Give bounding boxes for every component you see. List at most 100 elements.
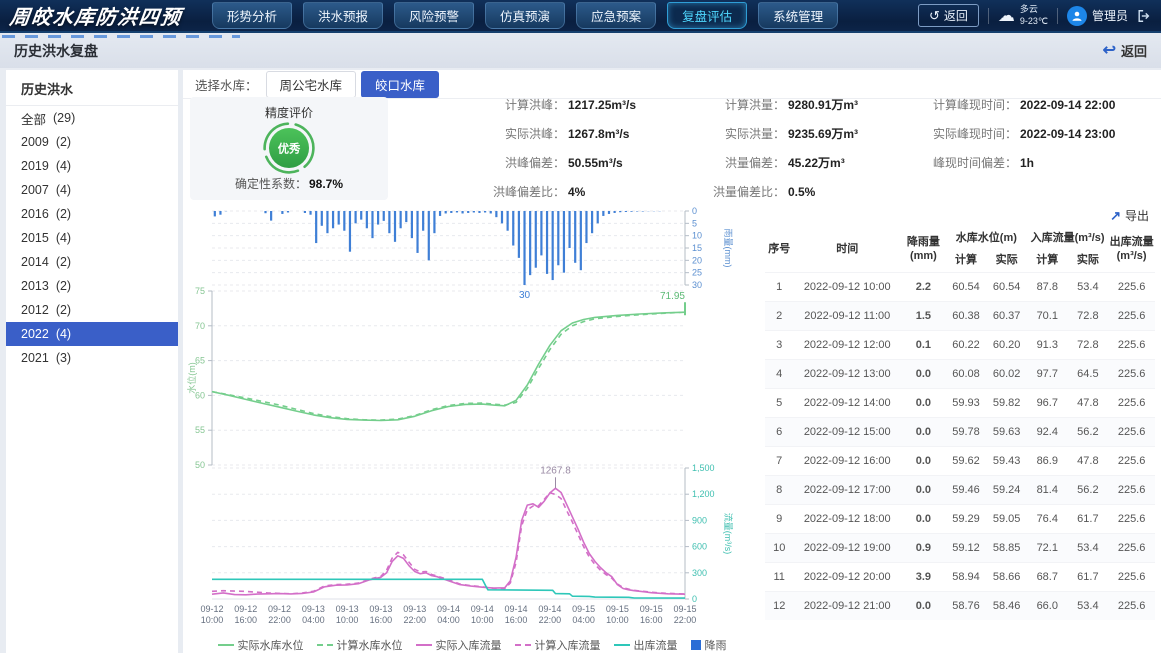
nav-item-复盘评估[interactable]: 复盘评估 — [667, 2, 748, 29]
sidebar-item-2012[interactable]: 2012 (2) — [6, 298, 178, 322]
metric-value: 1h — [1020, 155, 1035, 170]
metric-item: 实际洪峰： 1267.8m³/s — [483, 119, 636, 148]
metric-item: 洪量偏差： 45.22万m³ — [703, 148, 858, 177]
cell-rain: 0.9 — [901, 532, 946, 563]
cell-level-calc: 59.62 — [945, 445, 987, 476]
cell-rain: 2.2 — [901, 271, 946, 302]
cell-inflow-actual: 53.4 — [1067, 271, 1109, 302]
top-back-button[interactable]: ↺ 返回 — [917, 4, 979, 27]
user-menu[interactable]: 管理员 — [1066, 5, 1128, 26]
flood-review-chart: 0 5 10 15 20 25 30 雨量(mm) 30 50 55 60 65 70 75 水位(m) 0 30… — [185, 205, 759, 653]
sidebar-item-2014[interactable]: 2014 (2) — [6, 250, 178, 274]
cell-inflow-actual: 61.7 — [1067, 561, 1109, 592]
legend-swatch — [415, 644, 432, 646]
year-label: 2022 — [21, 327, 49, 341]
cell-level-actual: 58.66 — [986, 561, 1027, 592]
weather-temp: 9-23℃ — [1019, 15, 1048, 26]
column-header: 出库流量(m³/s) — [1109, 236, 1154, 263]
export-button[interactable]: ↗ 导出 — [1110, 207, 1149, 224]
accuracy-title: 精度评价 — [264, 106, 313, 120]
nav-item-仿真预演[interactable]: 仿真预演 — [485, 2, 566, 29]
main-panel: 选择水库： 周公宅水库 皎口水库 精度评价 优秀 确定性系数： 98.7% 计算洪峰… — [183, 70, 1161, 653]
back-arrow-icon: ↩ — [1102, 41, 1116, 59]
svg-text:50: 50 — [195, 460, 205, 470]
svg-text:09-13: 09-13 — [302, 604, 325, 614]
svg-text:10:00: 10:00 — [201, 615, 224, 625]
legend-item-实际水库水位[interactable]: 实际水库水位 — [217, 637, 304, 653]
cell-level-calc: 58.76 — [945, 590, 987, 621]
legend-swatch — [316, 644, 333, 646]
cell-index: 6 — [765, 416, 794, 447]
metric-value: 9235.69万m³ — [788, 127, 859, 141]
sidebar-item-2021[interactable]: 2021 (3) — [6, 346, 178, 370]
sidebar-item-2019[interactable]: 2019 (4) — [6, 154, 178, 178]
cell-index: 9 — [765, 503, 794, 534]
svg-text:0: 0 — [692, 206, 697, 216]
table-row: 6 2022-09-12 15:00 0.0 59.78 59.63 92.4 56.2 22… — [765, 416, 1155, 447]
logout-icon[interactable] — [1137, 9, 1151, 23]
nav-item-系统管理[interactable]: 系统管理 — [758, 2, 839, 29]
legend-item-实际入库流量[interactable]: 实际入库流量 — [415, 637, 502, 653]
sidebar-item-全部[interactable]: 全部 (29) — [6, 106, 178, 130]
cell-inflow-calc: 96.7 — [1026, 387, 1068, 418]
reservoir-tab-周公宅水库[interactable]: 周公宅水库 — [265, 70, 357, 98]
sidebar-item-2016[interactable]: 2016 (2) — [6, 202, 178, 226]
metric-item: 计算洪量： 9280.91万m³ — [703, 90, 858, 119]
cell-time: 2022-09-12 19:00 — [793, 532, 902, 563]
metric-value: 0.5% — [788, 184, 816, 199]
legend-item-出库流量[interactable]: 出库流量 — [613, 637, 678, 653]
cell-level-calc: 60.38 — [945, 300, 987, 331]
sidebar-item-2015[interactable]: 2015 (4) — [6, 226, 178, 250]
svg-text:09-12: 09-12 — [234, 604, 257, 614]
cell-level-actual: 60.02 — [986, 358, 1027, 389]
metric-label: 洪峰偏差： — [504, 156, 565, 170]
metric-value: 9280.91万m³ — [788, 98, 859, 112]
cell-level-actual: 59.05 — [986, 503, 1027, 534]
svg-text:04:00: 04:00 — [572, 615, 595, 625]
nav-item-风险预警[interactable]: 风险预警 — [394, 2, 475, 29]
metric-label: 计算峰现时间： — [932, 98, 1017, 112]
nav-item-形势分析[interactable]: 形势分析 — [212, 2, 293, 29]
cell-index: 12 — [765, 590, 794, 621]
year-count: (4) — [55, 327, 72, 341]
legend-label: 实际水库水位 — [237, 640, 304, 652]
back-label: 返回 — [1120, 44, 1147, 59]
sidebar-item-2009[interactable]: 2009 (2) — [6, 130, 178, 154]
svg-text:09-14: 09-14 — [538, 604, 561, 614]
cell-time: 2022-09-12 12:00 — [793, 329, 902, 360]
svg-text:16:00: 16:00 — [505, 615, 528, 625]
year-label: 2007 — [21, 183, 49, 197]
page-title: 历史洪水复盘 — [14, 42, 98, 59]
legend-swatch — [514, 644, 531, 646]
reservoir-tab-皎口水库[interactable]: 皎口水库 — [361, 70, 440, 98]
svg-text:600: 600 — [692, 542, 707, 552]
cell-outflow: 225.6 — [1108, 532, 1155, 563]
cell-index: 11 — [765, 561, 794, 592]
nav-item-洪水预报[interactable]: 洪水预报 — [303, 2, 384, 29]
cell-level-actual: 59.24 — [986, 474, 1027, 505]
sidebar-item-2007[interactable]: 2007 (4) — [6, 178, 178, 202]
metric-item: 峰现时间偏差： 1h — [919, 148, 1115, 177]
sidebar-item-2022[interactable]: 2022 (4) — [6, 322, 178, 346]
metric-value: 2022-09-14 22:00 — [1020, 97, 1116, 112]
legend-label: 降雨 — [704, 640, 727, 652]
cell-level-actual: 60.54 — [986, 271, 1027, 302]
metric-label: 计算洪峰： — [504, 98, 565, 112]
legend-item-计算水库水位[interactable]: 计算水库水位 — [316, 637, 403, 653]
cell-index: 3 — [765, 329, 794, 360]
table-row: 4 2022-09-12 13:00 0.0 60.08 60.02 97.7 64.5 22… — [765, 358, 1155, 389]
table-row: 11 2022-09-12 20:00 3.9 58.94 58.66 68.7 61.7 2… — [765, 561, 1155, 592]
metric-item: 洪量偏差比： 0.5% — [703, 177, 858, 206]
nav-item-应急预案[interactable]: 应急预案 — [576, 2, 657, 29]
legend-item-计算入库流量[interactable]: 计算入库流量 — [514, 637, 601, 653]
sidebar-item-2013[interactable]: 2013 (2) — [6, 274, 178, 298]
chart-canvas: 0 5 10 15 20 25 30 雨量(mm) 30 50 55 60 65 70 75 水位(m) 0 30… — [186, 206, 734, 625]
cell-inflow-actual: 53.4 — [1067, 532, 1109, 563]
metric-value: 1217.25m³/s — [568, 97, 637, 112]
table-row: 12 2022-09-12 21:00 0.0 58.76 58.46 66.0 53.4 2… — [765, 590, 1155, 621]
cell-outflow: 225.6 — [1108, 387, 1155, 418]
cell-level-actual: 58.46 — [986, 590, 1027, 621]
back-button[interactable]: ↩ 返回 — [1103, 41, 1147, 60]
legend-item-降雨[interactable]: 降雨 — [690, 637, 727, 653]
cell-rain: 0.0 — [901, 358, 946, 389]
